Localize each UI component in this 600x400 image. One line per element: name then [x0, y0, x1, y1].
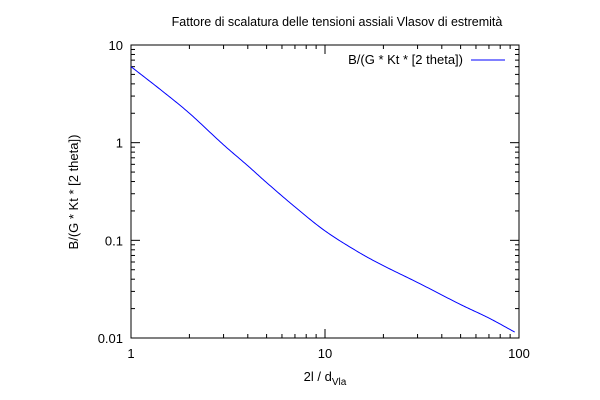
y-tick-label: 10 — [109, 38, 123, 53]
x-axis-label-main: 2l / d — [304, 369, 332, 384]
series-line — [130, 66, 515, 333]
x-axis-label-subscript: Vla — [332, 377, 347, 388]
x-tick-label: 1 — [127, 346, 134, 361]
legend-label: B/(G * Kt * [2 theta]) — [348, 52, 463, 67]
plot-frame — [130, 44, 520, 339]
y-tick-label: 0.1 — [105, 233, 123, 248]
y-tick-label: 1 — [116, 136, 123, 151]
x-tick-label: 10 — [318, 346, 332, 361]
tick-labels-layer: 1 10 100 0.01 0.1 1 10 — [98, 38, 530, 361]
y-axis-label: B/(G * Kt * [2 theta]) — [66, 135, 81, 250]
legend: B/(G * Kt * [2 theta]) — [348, 52, 505, 67]
chart-title: Fattore di scalatura delle tensioni assi… — [172, 15, 503, 29]
y-tick-label: 0.01 — [98, 331, 123, 346]
x-tick-label: 100 — [508, 346, 530, 361]
x-axis-label: 2l / dVla — [304, 369, 347, 388]
